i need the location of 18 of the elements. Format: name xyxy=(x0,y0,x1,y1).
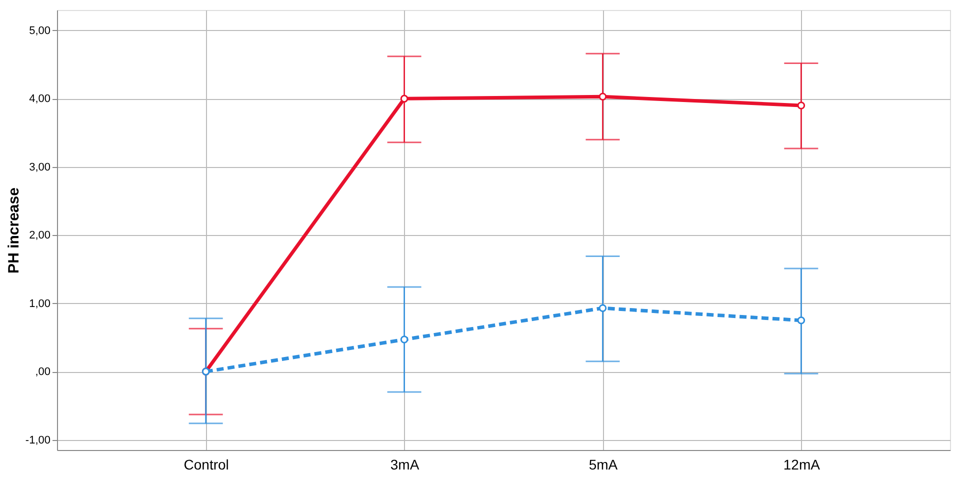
y-tick-label: ,00 xyxy=(35,366,50,378)
x-tick-label: 5mA xyxy=(588,456,618,472)
x-tick-label: 3mA xyxy=(390,456,420,472)
point xyxy=(598,92,607,101)
y-tick-label: 2,00 xyxy=(29,230,50,242)
point xyxy=(797,316,806,324)
x-tick-label: Control xyxy=(184,456,229,472)
y-tick-label: 1,00 xyxy=(29,298,50,310)
point xyxy=(400,94,408,103)
point xyxy=(797,102,806,110)
y-tick-label: 5,00 xyxy=(29,24,50,37)
point xyxy=(598,304,607,312)
point xyxy=(400,336,408,344)
y-tick-label: 3,00 xyxy=(29,161,50,174)
x-tick-label: 12mA xyxy=(783,456,821,472)
y-axis-title: PH increase xyxy=(5,188,22,274)
y-tick-label: -1,00 xyxy=(25,434,50,446)
y-tick-label: 4,00 xyxy=(29,93,50,106)
